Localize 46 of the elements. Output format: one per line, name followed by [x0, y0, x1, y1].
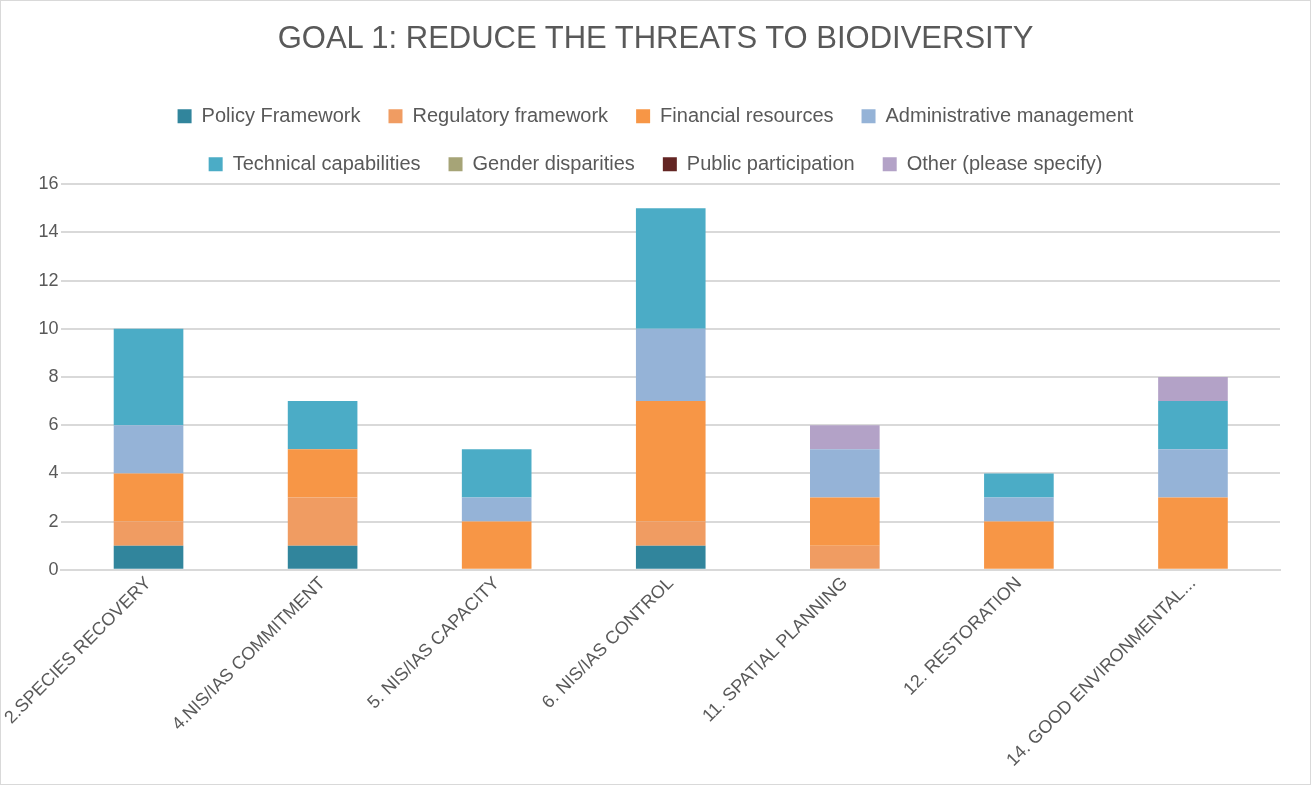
y-tick-label: 6 — [48, 414, 59, 435]
y-tick-label: 4 — [48, 462, 59, 483]
y-tick-label: 2 — [48, 510, 59, 531]
y-tick-label: 12 — [38, 269, 59, 290]
bar — [113, 425, 184, 474]
bar — [1158, 376, 1228, 402]
y-tick-label: 10 — [38, 317, 59, 338]
y-tick-label: 14 — [38, 221, 59, 242]
bar — [461, 449, 532, 498]
bar — [635, 328, 706, 402]
legend-label: Financial resources — [660, 103, 834, 126]
bar — [984, 473, 1054, 498]
legend-label: Administrative management — [885, 103, 1134, 126]
bar — [287, 449, 358, 498]
y-tick-label: 8 — [48, 365, 59, 386]
bar — [113, 328, 184, 426]
legend-label: Public participation — [686, 151, 855, 174]
y-tick-label: 16 — [38, 173, 59, 194]
bar — [113, 473, 184, 522]
bar — [287, 497, 358, 546]
bar — [635, 521, 706, 546]
chart-title: GOAL 1: REDUCE THE THREATS TO BIODIVERSITY — [277, 20, 1034, 56]
bar — [810, 449, 880, 498]
bar — [635, 545, 706, 569]
legend-label: Policy Framework — [201, 103, 362, 126]
bar — [810, 425, 880, 450]
bar — [1158, 449, 1228, 498]
bar — [113, 545, 184, 569]
legend-label: Other (please specify) — [906, 151, 1103, 174]
bar — [810, 545, 880, 569]
legend-label: Regulatory framework — [412, 103, 610, 126]
bar — [461, 497, 532, 522]
bar — [1158, 497, 1228, 569]
bar — [287, 401, 358, 450]
bar — [461, 521, 532, 569]
bar — [287, 545, 358, 569]
bar — [984, 497, 1054, 522]
bar — [635, 401, 706, 522]
legend-label: Technical capabilities — [232, 151, 421, 174]
y-tick-label: 0 — [48, 558, 59, 579]
bar — [984, 521, 1054, 569]
bar — [810, 497, 880, 546]
bar — [113, 521, 184, 546]
legend-label: Gender disparities — [472, 151, 635, 174]
bar — [1158, 401, 1228, 450]
bar — [635, 208, 706, 329]
